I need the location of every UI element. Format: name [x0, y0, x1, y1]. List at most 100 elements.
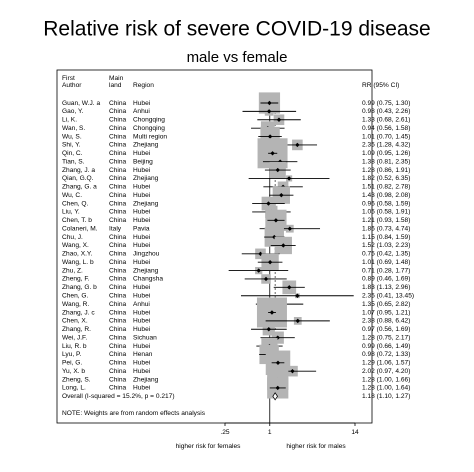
study-label: Wang, R.: [62, 301, 89, 308]
note: NOTE: Weights are from random effects an…: [62, 410, 206, 417]
region-label: Zhejiang: [133, 200, 159, 207]
country-label: China: [109, 376, 127, 383]
point-estimate: [279, 192, 284, 198]
country-label: China: [109, 318, 127, 325]
rr-label: 1.28 (0.86, 1.91): [362, 167, 410, 174]
point-estimate: [295, 142, 300, 148]
rr-label: 0.98 (0.43, 2.26): [362, 108, 410, 115]
point-estimate: [266, 327, 271, 332]
country-label: China: [109, 234, 127, 241]
point-estimate: [263, 276, 269, 282]
country-label: China: [109, 209, 127, 216]
country-label: China: [109, 100, 127, 107]
country-label: China: [109, 267, 127, 274]
rr-label: 0.96 (0.58, 1.59): [362, 200, 410, 207]
point-estimate: [273, 218, 279, 223]
country-label: China: [109, 175, 127, 182]
rr-label: 0.97 (0.56, 1.69): [362, 326, 410, 333]
country-label: China: [109, 368, 127, 375]
rr-label: 1.21 (0.93, 1.58): [362, 217, 410, 224]
study-label: Zhang, R.: [62, 326, 91, 333]
study-label: Chen, T. b: [62, 217, 92, 224]
country-label: China: [109, 108, 127, 115]
region-label: Sichuan: [133, 334, 157, 341]
study-label: Gao, Y.: [62, 108, 84, 115]
x-label-left: higher risk for females: [176, 443, 242, 450]
point-estimate: [267, 134, 273, 139]
region-label: Anhui: [133, 301, 150, 308]
point-estimate: [269, 310, 275, 315]
study-label: Qin, C.: [62, 150, 83, 157]
study-label: Guan, W.J. a: [62, 100, 100, 107]
region-label: Multi region: [133, 133, 167, 140]
rr-label: 1.07 (0.95, 1.21): [362, 309, 410, 316]
country-label: China: [109, 334, 127, 341]
country-label: China: [109, 167, 127, 174]
country-label: China: [109, 351, 127, 358]
rr-label: 2.35 (1.28, 4.32): [362, 142, 410, 149]
column-header: land: [109, 82, 122, 89]
study-label: Zhao, X.Y.: [62, 251, 92, 258]
rr-label: 0.99 (0.66, 1.49): [362, 343, 410, 350]
region-label: Henan: [133, 351, 153, 358]
study-label: Shi, Y.: [62, 142, 81, 149]
rr-label: 1.15 (0.84, 1.59): [362, 234, 410, 241]
study-label: Wei, J.F.: [62, 334, 87, 341]
x-tick-label: 14: [351, 429, 359, 436]
country-label: China: [109, 309, 127, 316]
region-label: Beijing: [133, 158, 153, 165]
country-label: China: [109, 326, 127, 333]
country-label: China: [109, 184, 127, 191]
point-estimate: [286, 176, 292, 181]
country-label: China: [109, 385, 127, 392]
point-estimate: [281, 243, 286, 248]
rr-label: 1.43 (0.98, 2.08): [362, 192, 410, 199]
country-label: Italy: [109, 225, 122, 232]
region-label: Hubei: [133, 234, 151, 241]
rr-label: 1.01 (0.70, 1.45): [362, 133, 410, 140]
region-label: Hubei: [133, 326, 151, 333]
point-estimate: [276, 117, 282, 122]
study-label: Chen, Q.: [62, 200, 89, 207]
study-label: Zhang, G. a: [62, 184, 97, 191]
study-label: Wu, S.: [62, 133, 82, 140]
point-estimate: [295, 318, 300, 324]
rr-label: 1.28 (0.75, 2.17): [362, 334, 410, 341]
rr-label: 0.98 (0.72, 1.33): [362, 351, 410, 358]
point-estimate: [275, 385, 280, 391]
region-label: Chongqing: [133, 117, 165, 124]
region-label: Hubei: [133, 309, 151, 316]
rr-label: 1.05 (0.58, 1.91): [362, 209, 410, 216]
rr-label: 1.51 (0.82, 2.78): [362, 184, 410, 191]
study-label: Chen, G.: [62, 292, 89, 299]
rr-label: 1.82 (0.52, 6.35): [362, 175, 410, 182]
region-label: Anhui: [133, 108, 150, 115]
region-label: Pavia: [133, 225, 150, 232]
country-label: China: [109, 117, 127, 124]
study-label: Wang, L. b: [62, 259, 94, 266]
region-label: Hubei: [133, 368, 151, 375]
rr-label: 1.28 (1.00, 1.64): [362, 385, 410, 392]
rr-label: 1.38 (0.81, 2.35): [362, 158, 410, 165]
country-label: China: [109, 343, 127, 350]
rr-label: 1.01 (0.69, 1.48): [362, 259, 410, 266]
region-label: Hubei: [133, 343, 151, 350]
point-estimate: [266, 201, 271, 206]
rr-label: 2.02 (0.97, 4.20): [362, 368, 410, 375]
point-estimate: [267, 100, 272, 106]
rr-label: 1.83 (1.13, 2.96): [362, 284, 410, 291]
study-label: Zhang, G. b: [62, 284, 97, 291]
region-label: Hubei: [133, 167, 151, 174]
rr-label: 1.35 (0.65, 2.82): [362, 301, 410, 308]
rr-label: 1.18 (1.10, 1.27): [362, 393, 410, 400]
rr-label: 0.89 (0.46, 1.69): [362, 276, 410, 283]
region-label: Changsha: [133, 276, 163, 283]
region-label: Jingzhou: [133, 251, 160, 258]
country-label: China: [109, 125, 127, 132]
country-label: China: [109, 158, 127, 165]
region-label: Hubei: [133, 385, 151, 392]
study-label: Liu, Y.: [62, 209, 80, 216]
region-label: Hubei: [133, 242, 151, 249]
study-label: Wang, X.: [62, 242, 89, 249]
